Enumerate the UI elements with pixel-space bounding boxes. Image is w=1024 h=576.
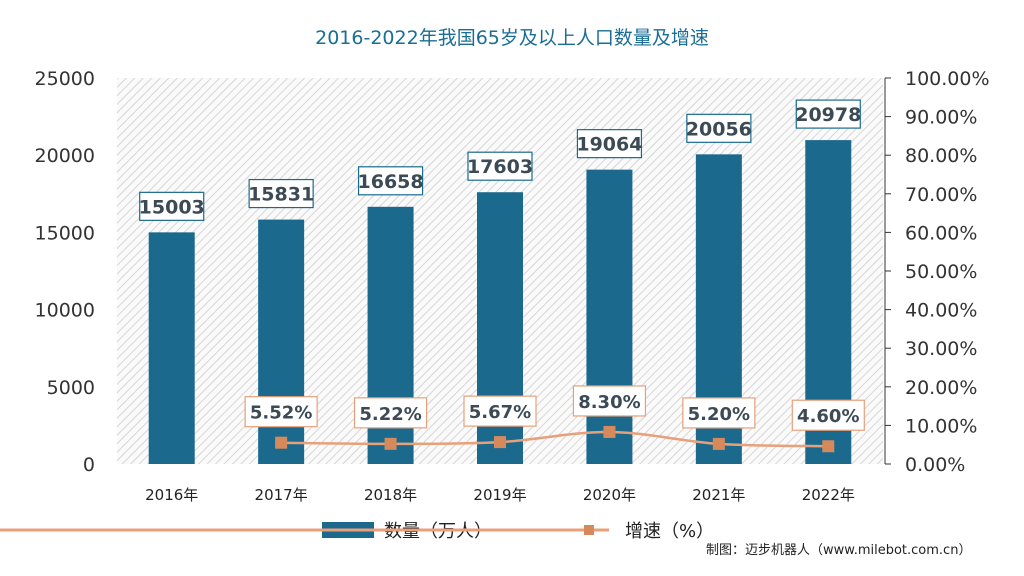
rate-marker: [822, 440, 835, 453]
category-tick-label: 2020年: [583, 486, 636, 504]
bar: [258, 219, 305, 464]
right-axis-tick-label: 60.00%: [905, 222, 977, 244]
right-axis-tick-label: 0.00%: [905, 454, 965, 476]
rate-value-label: 8.30%: [578, 392, 640, 413]
bar-value-label: 19064: [576, 134, 642, 156]
category-tick-label: 2019年: [473, 486, 526, 504]
right-axis-tick-label: 100.00%: [905, 68, 990, 90]
rate-marker: [384, 437, 397, 450]
bar-value-label: 15831: [248, 184, 314, 206]
bar-value-label-box: [248, 178, 314, 209]
left-axis-tick-label: 0: [83, 454, 95, 476]
bar-value-label-box: [576, 129, 643, 159]
bar-value-label-box: [139, 191, 205, 221]
right-axis-tick-label: 40.00%: [905, 300, 977, 322]
rate-value-label: 5.52%: [250, 403, 312, 424]
chart-title: 2016-2022年我国65岁及以上人口数量及增速: [315, 27, 709, 49]
legend-line-marker: [584, 525, 594, 535]
left-axis-tick-label: 20000: [35, 145, 95, 167]
rate-value-label: 5.22%: [359, 404, 421, 425]
right-axis-tick-label: 50.00%: [905, 261, 977, 283]
bar-value-label: 15003: [139, 196, 205, 218]
right-axis-tick-label: 90.00%: [905, 107, 977, 129]
rate-value-label-box: [463, 395, 537, 427]
bar-value-label-box: [795, 99, 861, 129]
left-axis-tick-label: 5000: [47, 377, 95, 399]
rate-value-label-box: [791, 399, 865, 431]
chart-credit: 制图：迈步机器人（www.milebot.com.cn）: [706, 543, 971, 558]
right-axis-tick-label: 70.00%: [905, 184, 977, 206]
category-tick-label: 2017年: [255, 486, 308, 504]
right-axis-tick-label: 20.00%: [905, 377, 977, 399]
legend: 数量（万人） 增速（%）: [0, 521, 714, 542]
left-axis-tick-label: 25000: [35, 68, 95, 90]
bar-value-label-box: [467, 151, 533, 181]
rate-line: [281, 430, 829, 448]
category-axis-ticks: 2016年 2017年 2018年 2019年 2020年 2021年 2022年: [145, 486, 855, 504]
rate-value-label: 4.60%: [797, 406, 859, 427]
bar-value-label: 20978: [795, 104, 861, 126]
bar-value-label: 17603: [467, 156, 533, 178]
bar-value-label: 16658: [358, 171, 424, 193]
bar: [586, 169, 633, 464]
bar: [148, 232, 195, 464]
rate-marker: [494, 436, 506, 449]
line-series: 5.52% 5.22% 5.67% 8.30% 5.20% 4.60%: [244, 385, 865, 453]
left-axis-ticks: 0 5000 10000 15000 20000 25000: [35, 68, 95, 476]
bar-value-label: 20056: [686, 118, 752, 140]
rate-value-label-box: [572, 385, 647, 417]
rate-marker: [712, 437, 725, 450]
left-axis-tick-label: 15000: [35, 222, 95, 244]
rate-value-label-box: [244, 396, 318, 428]
right-axis-ticks: 0.00% 10.00% 20.00% 30.00% 40.00% 50.00% 60.00…: [884, 68, 990, 476]
right-axis-tick-label: 80.00%: [905, 145, 977, 167]
category-tick-label: 2018年: [364, 486, 417, 504]
rate-value-label: 5.67%: [469, 402, 531, 423]
category-tick-label: 2021年: [692, 486, 745, 504]
rate-value-label-box: [353, 397, 428, 429]
rate-value-label-box: [682, 397, 756, 429]
category-tick-label: 2022年: [802, 486, 855, 504]
rate-value-label: 5.20%: [688, 404, 750, 425]
right-axis-tick-label: 10.00%: [905, 415, 977, 437]
right-axis-tick-label: 30.00%: [905, 338, 977, 360]
category-tick-label: 2016年: [145, 486, 198, 504]
bar-value-label-box: [686, 113, 752, 143]
left-axis-tick-label: 10000: [35, 300, 95, 322]
rate-marker: [275, 436, 288, 449]
rate-marker: [603, 425, 616, 438]
bar-value-label-box: [357, 166, 424, 196]
legend-line-label: 增速（%）: [625, 521, 714, 542]
